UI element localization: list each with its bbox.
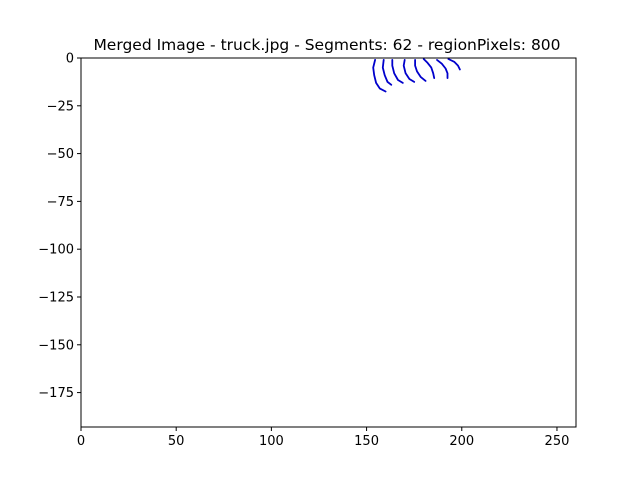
y-tick-label: −25	[47, 99, 74, 114]
series-layer	[372, 58, 461, 93]
y-tick-label: −125	[38, 290, 74, 305]
series-line-4	[402, 59, 416, 83]
series-line-7	[436, 59, 449, 79]
x-tick-label: 200	[449, 434, 474, 449]
x-tick-label: 250	[545, 434, 570, 449]
x-tick-label: 100	[259, 434, 284, 449]
x-tick-label: 0	[77, 434, 85, 449]
series-line-6	[422, 58, 436, 79]
x-tick-label: 50	[168, 434, 185, 449]
series-line-2	[381, 59, 393, 86]
y-tick-label: −75	[47, 195, 74, 210]
y-tick-label: −100	[38, 243, 74, 258]
chart-title: Merged Image - truck.jpg - Segments: 62 …	[93, 36, 560, 54]
y-tick-label: −50	[47, 147, 74, 162]
plot-frame	[80, 57, 577, 428]
series-line-8	[447, 58, 461, 71]
y-tick-label: 0	[66, 52, 74, 67]
series-line-5	[414, 59, 427, 82]
y-tick-label: −150	[38, 338, 74, 353]
tick-layer: 0 50 100 150 200 250 0 −25 −50 −75 −100 −125 −150 −17…	[38, 52, 569, 450]
series-line-3	[391, 59, 404, 84]
x-tick-label: 150	[354, 434, 379, 449]
plot-area	[81, 58, 576, 427]
y-tick-label: −175	[38, 386, 74, 401]
series-line-1	[372, 59, 387, 93]
